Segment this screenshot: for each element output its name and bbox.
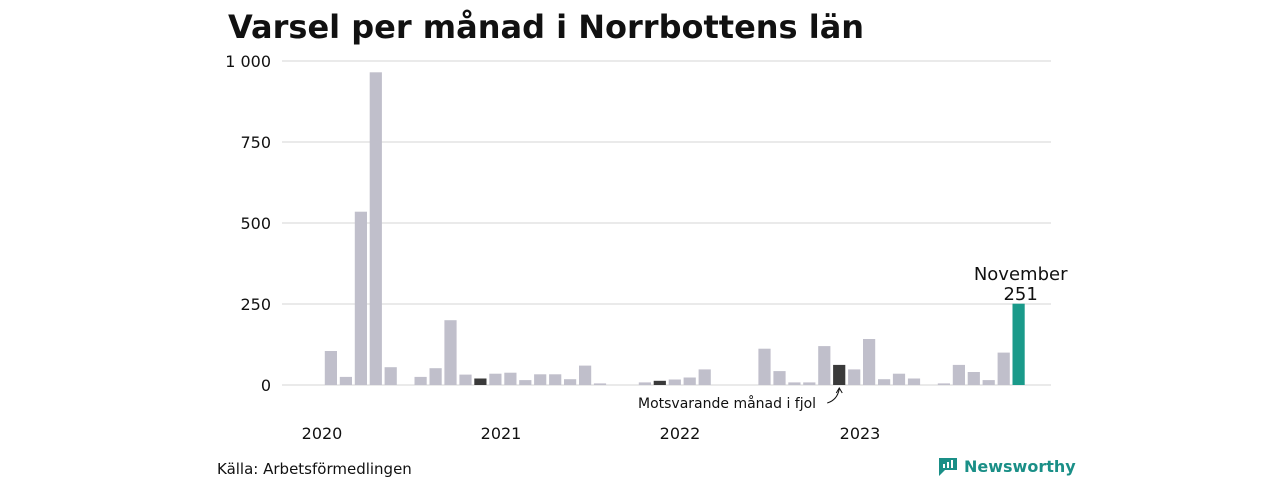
bar [489,373,502,385]
annotation-arrowhead [835,387,843,394]
bar [564,379,577,385]
bar [878,379,891,385]
bar [384,367,397,385]
current-value-label: 251 [1003,284,1037,305]
bar-current-month [1012,303,1025,385]
bar [833,364,846,385]
bar [339,376,352,385]
bar [803,382,816,385]
x-tick-label: 2022 [660,424,701,443]
newsworthy-icon [939,458,957,476]
chart-title: Varsel per månad i Norrbottens län [228,8,864,46]
bar [788,382,801,385]
y-tick-label: 1 000 [225,52,271,71]
brand-logo: Newsworthy [939,457,1076,476]
grid-layer: 0 250 500 750 1 000 [225,52,1051,395]
bar [937,383,950,385]
bar [369,72,382,386]
x-axis: 2020 2021 2022 2023 [302,424,881,443]
bar [429,368,442,385]
bar [324,351,337,385]
x-tick-label: 2020 [302,424,343,443]
source-note: Källa: Arbetsförmedlingen [217,460,412,478]
bar [519,380,532,385]
bar [967,372,980,385]
bar [474,378,487,385]
bar [848,369,861,385]
y-tick-label: 750 [240,133,271,152]
annotation-text: Motsvarande månad i fjol [638,395,816,412]
bar [818,346,831,385]
bar [997,352,1010,385]
bar [698,369,711,385]
brand-name: Newsworthy [964,457,1076,476]
bar [653,380,666,385]
bar [773,371,786,385]
bar [758,348,771,385]
bar [593,383,607,385]
x-tick-label: 2023 [840,424,881,443]
bar [668,379,681,385]
x-tick-label: 2021 [481,424,522,443]
bar [579,365,592,385]
bar [982,380,995,385]
y-tick-label: 500 [240,214,271,233]
bar [863,339,876,385]
y-tick-label: 0 [261,376,271,395]
bar [354,211,367,385]
bar [444,320,457,385]
bar [907,378,921,385]
bar [459,374,472,385]
bar [952,364,965,385]
bar [638,382,651,385]
bar [892,373,906,385]
current-month-label: November [974,264,1068,285]
annotation-arrow [827,388,840,404]
bar [534,374,547,385]
bar [414,376,427,385]
bars-layer [324,72,1025,386]
bar [683,377,696,385]
bar [549,374,562,385]
y-tick-label: 250 [240,295,271,314]
bar [504,372,517,385]
